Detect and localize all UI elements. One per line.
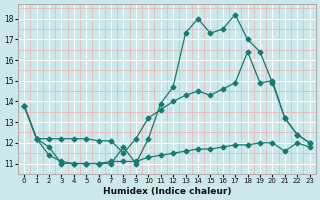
X-axis label: Humidex (Indice chaleur): Humidex (Indice chaleur) [103, 187, 231, 196]
